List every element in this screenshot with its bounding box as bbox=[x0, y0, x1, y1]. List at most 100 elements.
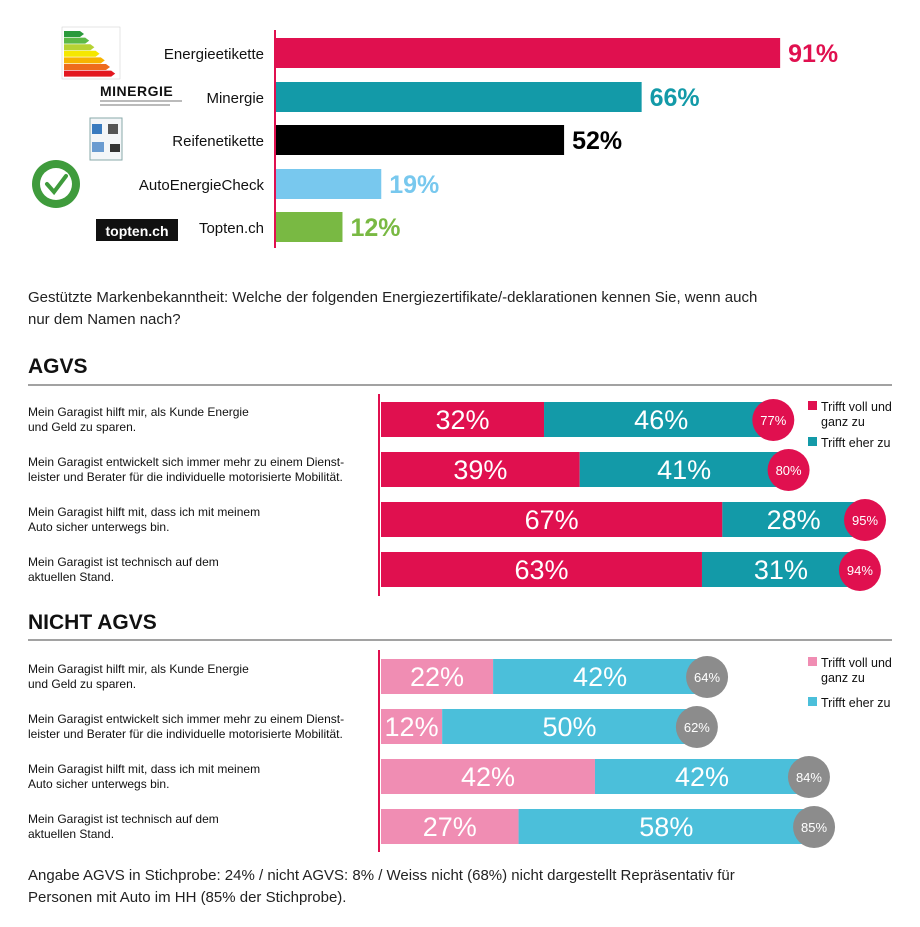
legend-swatch bbox=[808, 657, 817, 666]
segment-value-label: 42% bbox=[573, 662, 627, 692]
statement-label: Auto sicher unterwegs bin. bbox=[28, 777, 169, 791]
bar-value-label: 19% bbox=[389, 171, 439, 199]
segment-value-label: 63% bbox=[514, 555, 568, 585]
footnote-line: Angabe AGVS in Stichprobe: 24% / nicht A… bbox=[28, 867, 735, 884]
stacked-segment-full bbox=[381, 709, 443, 744]
stacked-segment-rather bbox=[701, 552, 860, 587]
total-bubble bbox=[767, 449, 810, 491]
tyre-label-icon bbox=[92, 124, 102, 134]
bar-value-label: 12% bbox=[350, 214, 400, 242]
legend-label: Trifft voll und bbox=[821, 656, 892, 670]
stacked-segment-rather bbox=[544, 402, 779, 437]
stacked-segment-full bbox=[381, 759, 595, 794]
total-bubble bbox=[787, 756, 830, 798]
legend-label: ganz zu bbox=[821, 415, 865, 429]
total-value-label: 77% bbox=[760, 413, 786, 428]
minergie-logo-text: MINERGIE bbox=[100, 83, 173, 99]
footnote-line: Personen mit Auto im HH (85% der Stichpr… bbox=[28, 889, 346, 906]
segment-value-label: 41% bbox=[657, 455, 711, 485]
segment-value-label: 39% bbox=[453, 455, 507, 485]
statement-label: Mein Garagist hilft mir, als Kunde Energ… bbox=[28, 662, 249, 676]
energy-class-arrow bbox=[64, 64, 110, 70]
minergie-logo: MINERGIE bbox=[100, 83, 182, 106]
segment-value-label: 42% bbox=[461, 762, 515, 792]
panel-title: NICHT AGVS bbox=[28, 611, 157, 634]
energy-class-arrow bbox=[64, 31, 84, 37]
segment-value-label: 27% bbox=[423, 812, 477, 842]
chart-caption: nur dem Namen nach? bbox=[28, 311, 181, 328]
chart-caption: Gestützte Markenbekanntheit: Welche der … bbox=[28, 289, 757, 306]
statement-label: aktuellen Stand. bbox=[28, 827, 114, 841]
segment-value-label: 58% bbox=[639, 812, 693, 842]
bar-2 bbox=[276, 82, 642, 112]
statement-label: Mein Garagist ist technisch auf dem bbox=[28, 812, 219, 826]
total-bubble bbox=[838, 549, 881, 591]
bar-1 bbox=[276, 38, 781, 68]
legend-swatch bbox=[808, 401, 817, 410]
stacked-segment-full bbox=[381, 452, 580, 487]
bar-3 bbox=[276, 125, 565, 155]
tyre-label-icon bbox=[92, 142, 104, 152]
bar-category-label: Minergie bbox=[206, 90, 264, 107]
segment-value-label: 46% bbox=[634, 405, 688, 435]
statement-label: und Geld zu sparen. bbox=[28, 420, 136, 434]
segment-value-label: 22% bbox=[410, 662, 464, 692]
total-value-label: 80% bbox=[776, 463, 802, 478]
bar-category-label: Reifenetikette bbox=[172, 133, 264, 150]
bar-value-label: 52% bbox=[572, 127, 622, 155]
total-bubble bbox=[686, 656, 729, 698]
tyre-label-icon bbox=[108, 124, 118, 134]
legend-label: Trifft voll und bbox=[821, 400, 892, 414]
stacked-segment-rather bbox=[493, 659, 708, 694]
statement-label: Auto sicher unterwegs bin. bbox=[28, 520, 169, 534]
stacked-segment-full bbox=[381, 402, 545, 437]
stacked-segment-rather bbox=[722, 502, 865, 537]
statement-label: Mein Garagist entwickelt sich immer mehr… bbox=[28, 455, 344, 469]
segment-value-label: 42% bbox=[675, 762, 729, 792]
legend-swatch bbox=[808, 437, 817, 446]
topten-logo-text: topten.ch bbox=[106, 223, 169, 239]
statement-label: Mein Garagist ist technisch auf dem bbox=[28, 555, 219, 569]
total-value-label: 95% bbox=[852, 513, 878, 528]
total-bubble bbox=[752, 399, 795, 441]
badge-inner bbox=[40, 168, 72, 200]
statement-label: Mein Garagist entwickelt sich immer mehr… bbox=[28, 712, 344, 726]
stacked-segment-full bbox=[381, 552, 702, 587]
autoenergiecheck-logo bbox=[32, 160, 80, 208]
statement-label: leister und Berater für die individuelle… bbox=[28, 470, 343, 484]
segment-value-label: 12% bbox=[385, 712, 439, 742]
total-value-label: 85% bbox=[801, 820, 827, 835]
legend-label: Trifft eher zu bbox=[821, 436, 891, 450]
stacked-segment-full bbox=[381, 502, 723, 537]
bar-5 bbox=[276, 212, 343, 242]
energy-class-arrow bbox=[64, 44, 95, 51]
stacked-segment-rather bbox=[594, 759, 809, 794]
segment-value-label: 67% bbox=[525, 505, 579, 535]
topten-logo: topten.ch bbox=[96, 219, 178, 241]
energy-class-arrow bbox=[64, 70, 116, 77]
bar-4 bbox=[276, 169, 382, 199]
stacked-segment-rather bbox=[579, 452, 789, 487]
minergie-logo-line bbox=[100, 104, 170, 106]
total-value-label: 64% bbox=[694, 670, 720, 685]
total-value-label: 62% bbox=[684, 720, 710, 735]
minergie-logo-line bbox=[100, 100, 182, 102]
energy-label-logo bbox=[61, 26, 121, 80]
statement-label: Mein Garagist hilft mit, dass ich mit me… bbox=[28, 762, 260, 776]
topten-logo-box bbox=[96, 219, 178, 241]
segment-value-label: 32% bbox=[435, 405, 489, 435]
total-bubble bbox=[793, 806, 836, 848]
bar-value-label: 66% bbox=[650, 84, 700, 112]
stacked-segment-rather bbox=[518, 809, 815, 844]
energy-class-arrow bbox=[64, 50, 100, 57]
stacked-segment-rather bbox=[442, 709, 697, 744]
energy-class-arrow bbox=[64, 37, 90, 44]
check-icon bbox=[45, 174, 68, 196]
legend-label: Trifft eher zu bbox=[821, 696, 891, 710]
statement-label: aktuellen Stand. bbox=[28, 570, 114, 584]
total-value-label: 84% bbox=[796, 770, 822, 785]
segment-value-label: 31% bbox=[754, 555, 808, 585]
segment-value-label: 28% bbox=[767, 505, 821, 535]
stacked-segment-full bbox=[381, 809, 519, 844]
